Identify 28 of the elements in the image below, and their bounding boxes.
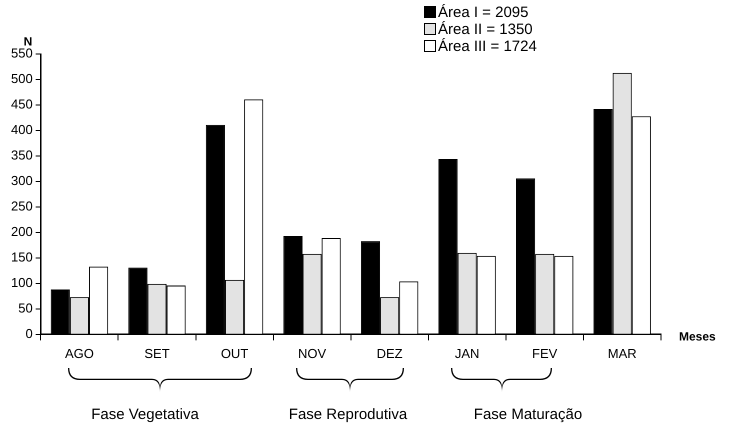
y-tick-label: 550 bbox=[10, 46, 33, 61]
x-axis-title: Meses bbox=[679, 330, 716, 344]
y-tick-label: 450 bbox=[10, 96, 33, 112]
y-tick-label: 150 bbox=[10, 250, 33, 265]
y-tick-label: 400 bbox=[10, 122, 33, 138]
text: Fase Vegetativa bbox=[91, 406, 199, 423]
y-tick-label: 250 bbox=[10, 198, 33, 214]
x-tick-label: NOV bbox=[298, 346, 326, 361]
y-tick-label: 350 bbox=[10, 148, 33, 163]
x-tick-label: JAN bbox=[454, 346, 480, 361]
text: Fase Maturação bbox=[474, 406, 582, 423]
y-tick-label: 50 bbox=[18, 300, 33, 316]
x-tick-label: SET bbox=[144, 346, 170, 361]
x-tick-label: AGO bbox=[65, 346, 94, 361]
legend-label: Área II = 1350 bbox=[438, 20, 533, 38]
y-axis-title: N bbox=[24, 34, 32, 48]
legend-label: Área III = 1724 bbox=[438, 37, 537, 56]
x-tick-label: DEZ bbox=[376, 346, 403, 361]
legend-label: Área I = 2095 bbox=[438, 3, 528, 22]
x-tick-label: FEV bbox=[532, 346, 558, 361]
y-tick-label: 100 bbox=[10, 274, 33, 290]
x-tick-label: OUT bbox=[220, 346, 248, 361]
y-tick-label: 200 bbox=[10, 224, 33, 240]
y-tick-label: 500 bbox=[10, 71, 33, 86]
text: Fase Reprodutiva bbox=[288, 406, 408, 423]
y-tick-label: 300 bbox=[10, 173, 33, 188]
x-tick-label: MAR bbox=[608, 346, 637, 361]
y-tick-label: 0 bbox=[25, 326, 33, 341]
